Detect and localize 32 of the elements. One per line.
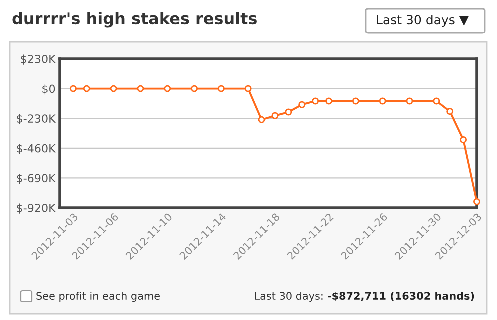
- point: [137, 85, 144, 92]
- point: [298, 101, 306, 108]
- text: See profit in each game: [36, 292, 160, 302]
- point: [474, 198, 480, 206]
- y-tick-label: $-690K: [17, 174, 56, 184]
- point: [258, 116, 266, 124]
- y-tick-label: $230K: [21, 54, 56, 65]
- point: [164, 85, 172, 92]
- y-tick-label: $-460K: [17, 144, 56, 154]
- point: [244, 85, 252, 92]
- point: [70, 85, 77, 92]
- point: [272, 112, 279, 120]
- point: [285, 108, 292, 116]
- point: [460, 136, 468, 144]
- point: [83, 85, 90, 92]
- point: [110, 85, 118, 92]
- point: [312, 98, 320, 105]
- y-tick-label: $-920K: [17, 204, 56, 214]
- point: [191, 85, 198, 92]
- text: Last 30 days:: [255, 292, 323, 302]
- point: [326, 98, 333, 105]
- chart-title: durrrr's high stakes results: [12, 12, 257, 28]
- point: [433, 98, 440, 105]
- y-tick-label: $-230K: [17, 114, 56, 124]
- text: -$872,711 (16302 hands): [328, 292, 474, 302]
- point: [446, 108, 454, 116]
- point: [352, 98, 360, 105]
- point: [379, 98, 386, 105]
- y-tick-label: $0: [42, 84, 56, 95]
- point: [406, 98, 414, 105]
- text: Last 30 days ▼: [377, 14, 469, 28]
- point: [218, 85, 225, 92]
